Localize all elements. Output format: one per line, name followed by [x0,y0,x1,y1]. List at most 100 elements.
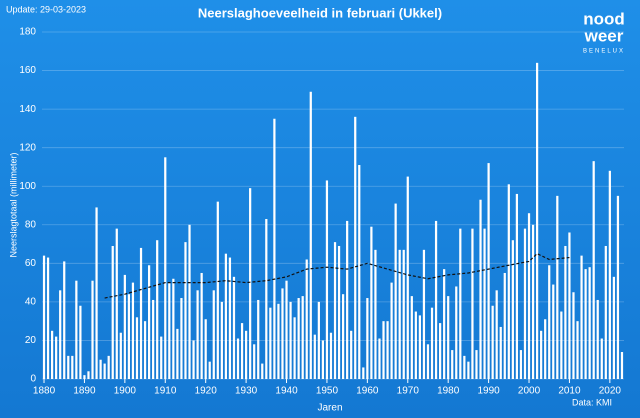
bar [277,303,280,379]
bar [333,242,337,379]
bar [111,245,114,379]
bar [584,269,587,379]
bar [168,282,171,379]
bar [265,218,268,379]
bar [95,207,98,379]
y-tick-label: 80 [25,219,37,230]
bar [580,255,583,379]
bar [313,334,316,379]
bar [71,355,74,379]
source-note: Data: KMI [572,397,612,407]
bar [176,328,179,379]
bar [471,228,474,379]
bar [87,371,90,379]
bar [224,253,228,379]
bar [434,220,438,379]
bar [281,288,284,379]
bar [612,276,616,379]
bar [273,118,276,379]
bar [346,220,349,379]
bar [321,340,325,379]
bar [535,62,539,379]
y-tick-label: 180 [19,27,36,38]
bar [236,338,240,379]
bar [620,352,624,379]
bar [531,224,535,379]
bar [523,228,527,379]
bar [83,375,86,379]
bar [495,290,498,379]
bar [374,249,377,379]
bar [366,298,369,379]
bar [204,319,207,379]
bar [568,232,571,379]
bar [59,290,62,379]
bar [244,330,248,379]
bar [370,226,373,379]
bar [79,305,82,379]
bar [131,282,135,379]
bar [519,350,523,379]
bar [386,321,389,379]
bar [410,296,413,379]
bar [463,355,466,379]
bar [556,195,559,379]
bar [600,338,603,379]
bar [285,280,288,379]
x-tick-label: 1900 [114,386,137,397]
bar [269,307,272,379]
bar [228,257,232,379]
bar [301,296,304,379]
bar [544,319,547,379]
logo-sub: BENELUX [583,49,625,55]
bar [552,284,555,379]
bar [123,274,126,379]
x-axis-label: Jaren [317,403,342,414]
bar [160,336,163,379]
bar [297,298,300,379]
y-tick-label: 100 [19,181,36,192]
bar [499,326,502,379]
bar [451,350,454,379]
bar [398,249,401,379]
bar [503,272,506,379]
bar [459,228,462,379]
bar [305,259,308,379]
bar [616,195,620,379]
bar [152,299,155,379]
y-tick-label: 40 [25,297,37,308]
bar [309,91,312,379]
bar [414,311,417,379]
bar [341,294,345,379]
bar [164,157,167,379]
bar [261,363,264,379]
bar [604,245,607,379]
bar [483,228,486,379]
bar [99,359,102,379]
bar [592,161,595,379]
bar [511,240,514,379]
bar [354,116,357,380]
bar [127,294,131,379]
bar [596,299,599,379]
bar [479,199,482,379]
bar [507,184,510,379]
bar [55,336,58,379]
bar [220,301,223,379]
y-tick-label: 120 [19,142,36,153]
bar [560,311,563,379]
bar [216,201,219,379]
bar [212,290,215,379]
bar [75,280,78,379]
bar [390,282,393,379]
bar [576,321,579,379]
bar [362,367,365,379]
bar [608,170,611,379]
x-tick-label: 2000 [518,386,541,397]
y-tick-label: 20 [25,335,37,346]
bar [192,340,195,379]
bar [422,249,426,379]
bar [358,165,361,379]
x-tick-label: 1910 [154,386,177,397]
